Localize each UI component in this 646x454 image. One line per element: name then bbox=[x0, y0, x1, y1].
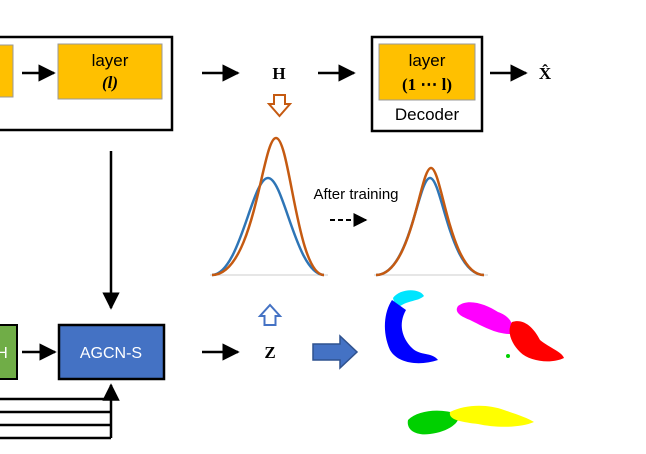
cluster-red bbox=[509, 321, 564, 362]
decoder-layer-line2: (1 ⋯ l) bbox=[402, 75, 452, 94]
cluster-cyan bbox=[393, 290, 424, 310]
decoder-layer bbox=[378, 43, 476, 101]
encoder-box bbox=[0, 35, 174, 132]
encoder-layer-line1: layer bbox=[92, 51, 129, 70]
decoder-title: Decoder bbox=[395, 105, 460, 124]
decoder-box bbox=[370, 35, 484, 133]
orange-down-arrow bbox=[266, 94, 293, 118]
cluster-magenta bbox=[456, 302, 513, 334]
hidden-h-label: H bbox=[272, 64, 285, 83]
block-arrow-to-clusters bbox=[312, 334, 359, 370]
encoder-layer-partial bbox=[0, 44, 14, 98]
output-x-hat: X̂ bbox=[539, 64, 552, 83]
cluster-blue bbox=[384, 300, 438, 364]
feedback-lines bbox=[0, 383, 120, 440]
cluster-green bbox=[407, 354, 510, 435]
after-training-label: After training bbox=[313, 186, 398, 203]
cluster-scatter bbox=[384, 290, 564, 435]
encoder-layer-line2: (l) bbox=[102, 73, 118, 92]
blue-up-arrow bbox=[257, 303, 283, 326]
encoder-layer-l bbox=[57, 43, 163, 100]
agcn-s-label: AGCN-S bbox=[80, 345, 142, 362]
distribution-before bbox=[210, 136, 328, 277]
green-h-box bbox=[0, 324, 18, 380]
cluster-yellow bbox=[449, 405, 534, 427]
distribution-after bbox=[374, 166, 488, 277]
agcn-s-box bbox=[57, 323, 166, 381]
latent-z-label: Z bbox=[264, 343, 275, 362]
decoder-layer-line1: layer bbox=[409, 51, 446, 70]
green-h-label: H bbox=[0, 345, 8, 362]
